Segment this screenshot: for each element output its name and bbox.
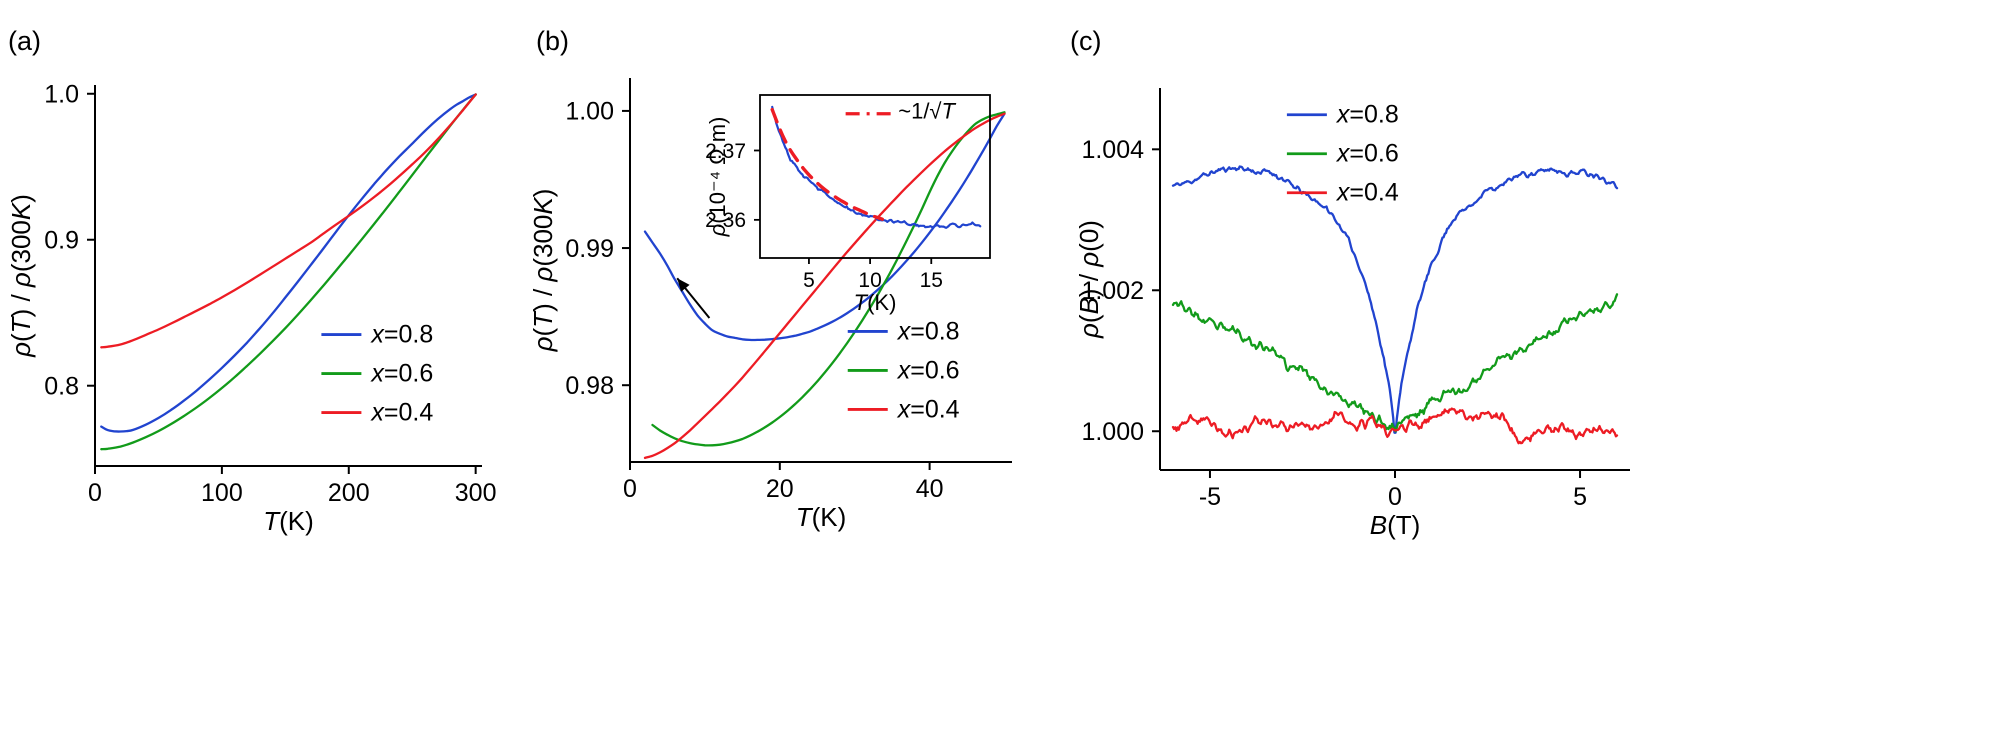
panel-a-xtick-label: 300: [455, 479, 497, 507]
fit-label: ~1/√T: [898, 99, 956, 124]
legend-label: x=0.8: [1336, 101, 1399, 129]
panel-a-ylabel: ρ(T) / ρ(300K): [6, 194, 36, 358]
legend-label: x=0.4: [370, 399, 433, 427]
panel-c-ylabel: ρ(B) / ρ(0): [1074, 220, 1104, 339]
panel-c-series-0-line: [1171, 165, 1619, 434]
panel-b-legend: x=0.8 x=0.6 x=0.4: [847, 317, 960, 423]
panel-b-ytick-label: 1.00: [565, 98, 614, 126]
legend-label: x=0.6: [1336, 140, 1399, 168]
panel-b-inset-ytick-label: 2.37: [705, 140, 746, 163]
panel-c-series-1-line: [1171, 293, 1619, 433]
panel-b-chart: 0 20 40 0.98 0.99 1.00 x=0.8 x=0.6 x=0.4 T(K) ρ(T)…: [528, 78, 1012, 532]
panel-a-label: (a): [8, 26, 41, 56]
panel-c-xtick-label: 5: [1573, 483, 1587, 511]
panel-b-series-0-line: [643, 112, 1006, 342]
annotation-arrow-head: [677, 278, 690, 292]
panel-b-ylabel: ρ(T) / ρ(300K): [528, 189, 558, 353]
panel-a-group: 0 100 200 300 0.8 0.9 1.0 x=0.8 x=0.6 x=0.4 T(K) ρ(…: [6, 81, 497, 536]
panel-b-inset-xtick-label: 15: [920, 269, 943, 292]
panel-c-axes: [1152, 88, 1630, 478]
panel-b-ytick-label: 0.98: [565, 372, 614, 400]
panel-b-series-1-line: [651, 111, 1006, 447]
panel-a-axes: [87, 85, 482, 474]
panel-c-xlabel: B(T): [1370, 510, 1421, 540]
legend-label: x=0.4: [1336, 179, 1399, 207]
panel-a-xtick-label: 0: [88, 479, 102, 507]
panel-a-series-1-line: [100, 93, 477, 451]
panel-c-series-2-line: [1171, 407, 1619, 445]
panel-a-chart: 0 100 200 300 0.8 0.9 1.0 x=0.8 x=0.6 x=0.4 T(K) ρ(…: [6, 81, 497, 536]
panel-c-label: (c): [1070, 26, 1102, 56]
panel-c-ytick-label: 1.000: [1081, 418, 1144, 446]
panel-b-xtick-label: 20: [766, 475, 794, 503]
panel-b-ytick-label: 0.99: [565, 235, 614, 263]
panel-b-group: 0 20 40 0.98 0.99 1.00 x=0.8 x=0.6 x=0.4 T(K) ρ(T)…: [528, 78, 1012, 532]
panel-c-xtick-label: 0: [1388, 483, 1402, 511]
legend-label: x=0.4: [897, 395, 960, 423]
panel-b-axes: [622, 78, 1012, 470]
panel-c-ytick-label: 1.004: [1081, 136, 1144, 164]
panel-a-series-0-line: [100, 93, 477, 433]
panel-a-series-2-line: [100, 93, 477, 349]
panel-b-series-2-line: [643, 112, 1006, 460]
panel-a-xtick-label: 200: [328, 479, 370, 507]
panel-b-xlabel: T(K): [796, 502, 847, 532]
legend-label: x=0.6: [897, 356, 960, 384]
panel-b-inset-xtick-label: 5: [803, 269, 815, 292]
panel-a-legend: x=0.8 x=0.6 x=0.4: [321, 321, 433, 427]
panel-b-inset-ytick-label: 2.36: [705, 209, 746, 232]
panel-c-ytick-label: 1.002: [1081, 277, 1144, 305]
panel-b-inset-series-1-line: [770, 107, 884, 221]
legend-label: x=0.8: [897, 317, 960, 345]
panel-a-ytick-label: 1.0: [44, 81, 79, 109]
panel-b-inset-ylabel: ρ(10⁻⁴ Ω m): [705, 117, 730, 238]
legend-label: x=0.6: [370, 360, 433, 388]
panel-c-group: -5 0 5 1.000 1.002 1.004 x=0.8 x=0.6 x=0.4 B(T) ρ(…: [1074, 88, 1630, 540]
legend-label: x=0.8: [370, 321, 433, 349]
panel-a-xtick-label: 100: [201, 479, 243, 507]
panel-c-xtick-label: -5: [1199, 483, 1221, 511]
panel-a-ytick-label: 0.8: [44, 372, 79, 400]
panel-a-xlabel: T(K): [263, 506, 314, 536]
panel-b-inset-xtick-label: 10: [858, 269, 881, 292]
panel-c-legend: x=0.8 x=0.6 x=0.4: [1286, 101, 1399, 207]
panel-b-xtick-label: 0: [623, 475, 637, 503]
panel-b-xtick-label: 40: [916, 475, 944, 503]
panel-a-ytick-label: 0.9: [44, 226, 79, 254]
panel-b-inset-xlabel: T(K): [854, 290, 897, 315]
panel-b-label: (b): [536, 26, 569, 56]
panel-c-chart: -5 0 5 1.000 1.002 1.004 x=0.8 x=0.6 x=0.4 B(T) ρ(…: [1074, 88, 1630, 540]
panel-b-inset-axes: [754, 94, 991, 264]
panel-b-inset-group: 5 10 15 2.36 2.37 ~1/√T T(K) ρ(10⁻⁴ Ω m): [705, 94, 991, 315]
